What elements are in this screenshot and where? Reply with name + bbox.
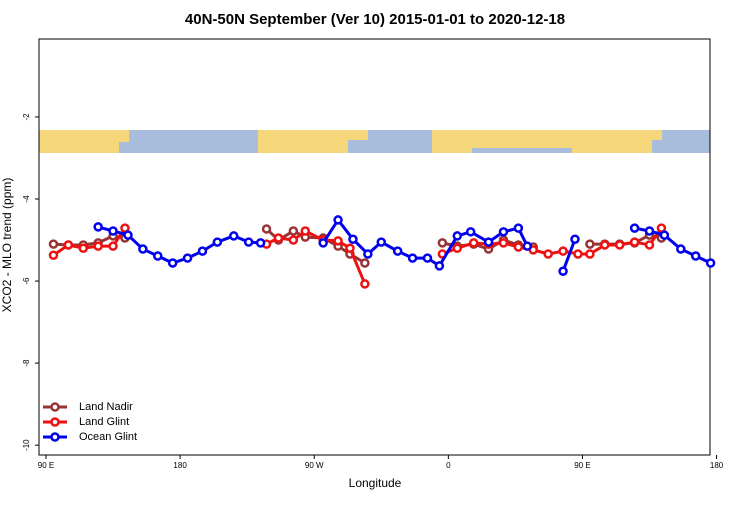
legend-marker xyxy=(50,402,60,412)
point xyxy=(48,239,59,249)
x-axis-label: Longitude xyxy=(349,476,402,490)
point xyxy=(407,253,418,263)
x-tick-label: 180 xyxy=(173,461,187,470)
point xyxy=(63,240,74,250)
legend-marker xyxy=(50,417,60,427)
point xyxy=(255,238,266,248)
point xyxy=(614,240,625,250)
point xyxy=(644,226,655,236)
legend-marker xyxy=(50,432,60,442)
point xyxy=(138,244,148,254)
map-strip xyxy=(39,130,710,153)
point xyxy=(498,238,509,248)
point xyxy=(522,241,533,251)
x-tick-label: 90 E xyxy=(38,461,54,470)
point xyxy=(300,226,311,236)
point xyxy=(333,215,343,225)
point xyxy=(288,235,299,245)
point xyxy=(360,279,370,289)
point xyxy=(513,223,524,233)
point xyxy=(348,234,358,244)
point xyxy=(78,243,89,253)
point xyxy=(585,249,595,259)
x-tick-label: 180 xyxy=(710,461,724,470)
plot-frame xyxy=(38,38,711,456)
point xyxy=(345,243,355,253)
point xyxy=(422,253,433,263)
point xyxy=(437,238,448,248)
point xyxy=(108,226,118,236)
point xyxy=(600,240,610,250)
point xyxy=(543,249,553,259)
point xyxy=(123,230,133,240)
point xyxy=(93,222,103,232)
point xyxy=(629,237,640,247)
x-tick-label: 0 xyxy=(446,461,451,470)
point xyxy=(363,249,373,259)
point xyxy=(644,240,655,250)
point xyxy=(318,238,328,248)
legend: Land Nadir Land Glint Ocean Glint xyxy=(43,401,137,443)
point xyxy=(360,258,370,268)
point xyxy=(93,241,103,251)
point xyxy=(333,236,343,246)
point xyxy=(392,246,403,256)
point xyxy=(498,227,509,237)
chart-title: 40N-50N September (Ver 10) 2015-01-01 to… xyxy=(185,11,565,28)
legend-label: Land Glint xyxy=(79,416,129,428)
point xyxy=(483,237,494,247)
y-tick-label: -6 xyxy=(22,277,31,285)
point xyxy=(243,237,254,247)
point xyxy=(513,242,524,252)
point xyxy=(434,261,445,271)
point xyxy=(288,226,299,236)
y-tick-label: -10 xyxy=(22,439,31,451)
legend-label: Ocean Glint xyxy=(79,431,137,443)
point xyxy=(585,239,595,249)
point xyxy=(465,227,476,237)
point xyxy=(690,251,701,261)
point xyxy=(629,223,640,233)
series-line xyxy=(53,227,662,265)
y-tick-label: -2 xyxy=(22,113,31,121)
x-tick-label: 90 W xyxy=(305,461,324,470)
point xyxy=(376,237,387,247)
point xyxy=(558,266,568,276)
point xyxy=(452,231,463,241)
point xyxy=(182,253,193,263)
point xyxy=(573,249,583,259)
point xyxy=(153,251,163,261)
point xyxy=(558,246,568,256)
point xyxy=(705,258,716,268)
legend-label: Land Nadir xyxy=(79,401,133,413)
y-axis-label: XCO2 - MLO trend (ppm) xyxy=(0,178,14,313)
point xyxy=(468,238,479,248)
x-tick-label: 90 E xyxy=(574,461,590,470)
point xyxy=(229,231,239,241)
point xyxy=(452,243,463,253)
point xyxy=(570,234,580,244)
point xyxy=(261,224,272,234)
point xyxy=(273,233,284,243)
point xyxy=(108,241,118,251)
point xyxy=(48,250,59,260)
point xyxy=(167,258,178,268)
point xyxy=(197,246,208,256)
y-tick-label: -8 xyxy=(22,359,31,367)
point xyxy=(659,230,670,240)
y-tick-label: -4 xyxy=(22,195,31,203)
point xyxy=(212,237,223,247)
point xyxy=(676,244,686,254)
